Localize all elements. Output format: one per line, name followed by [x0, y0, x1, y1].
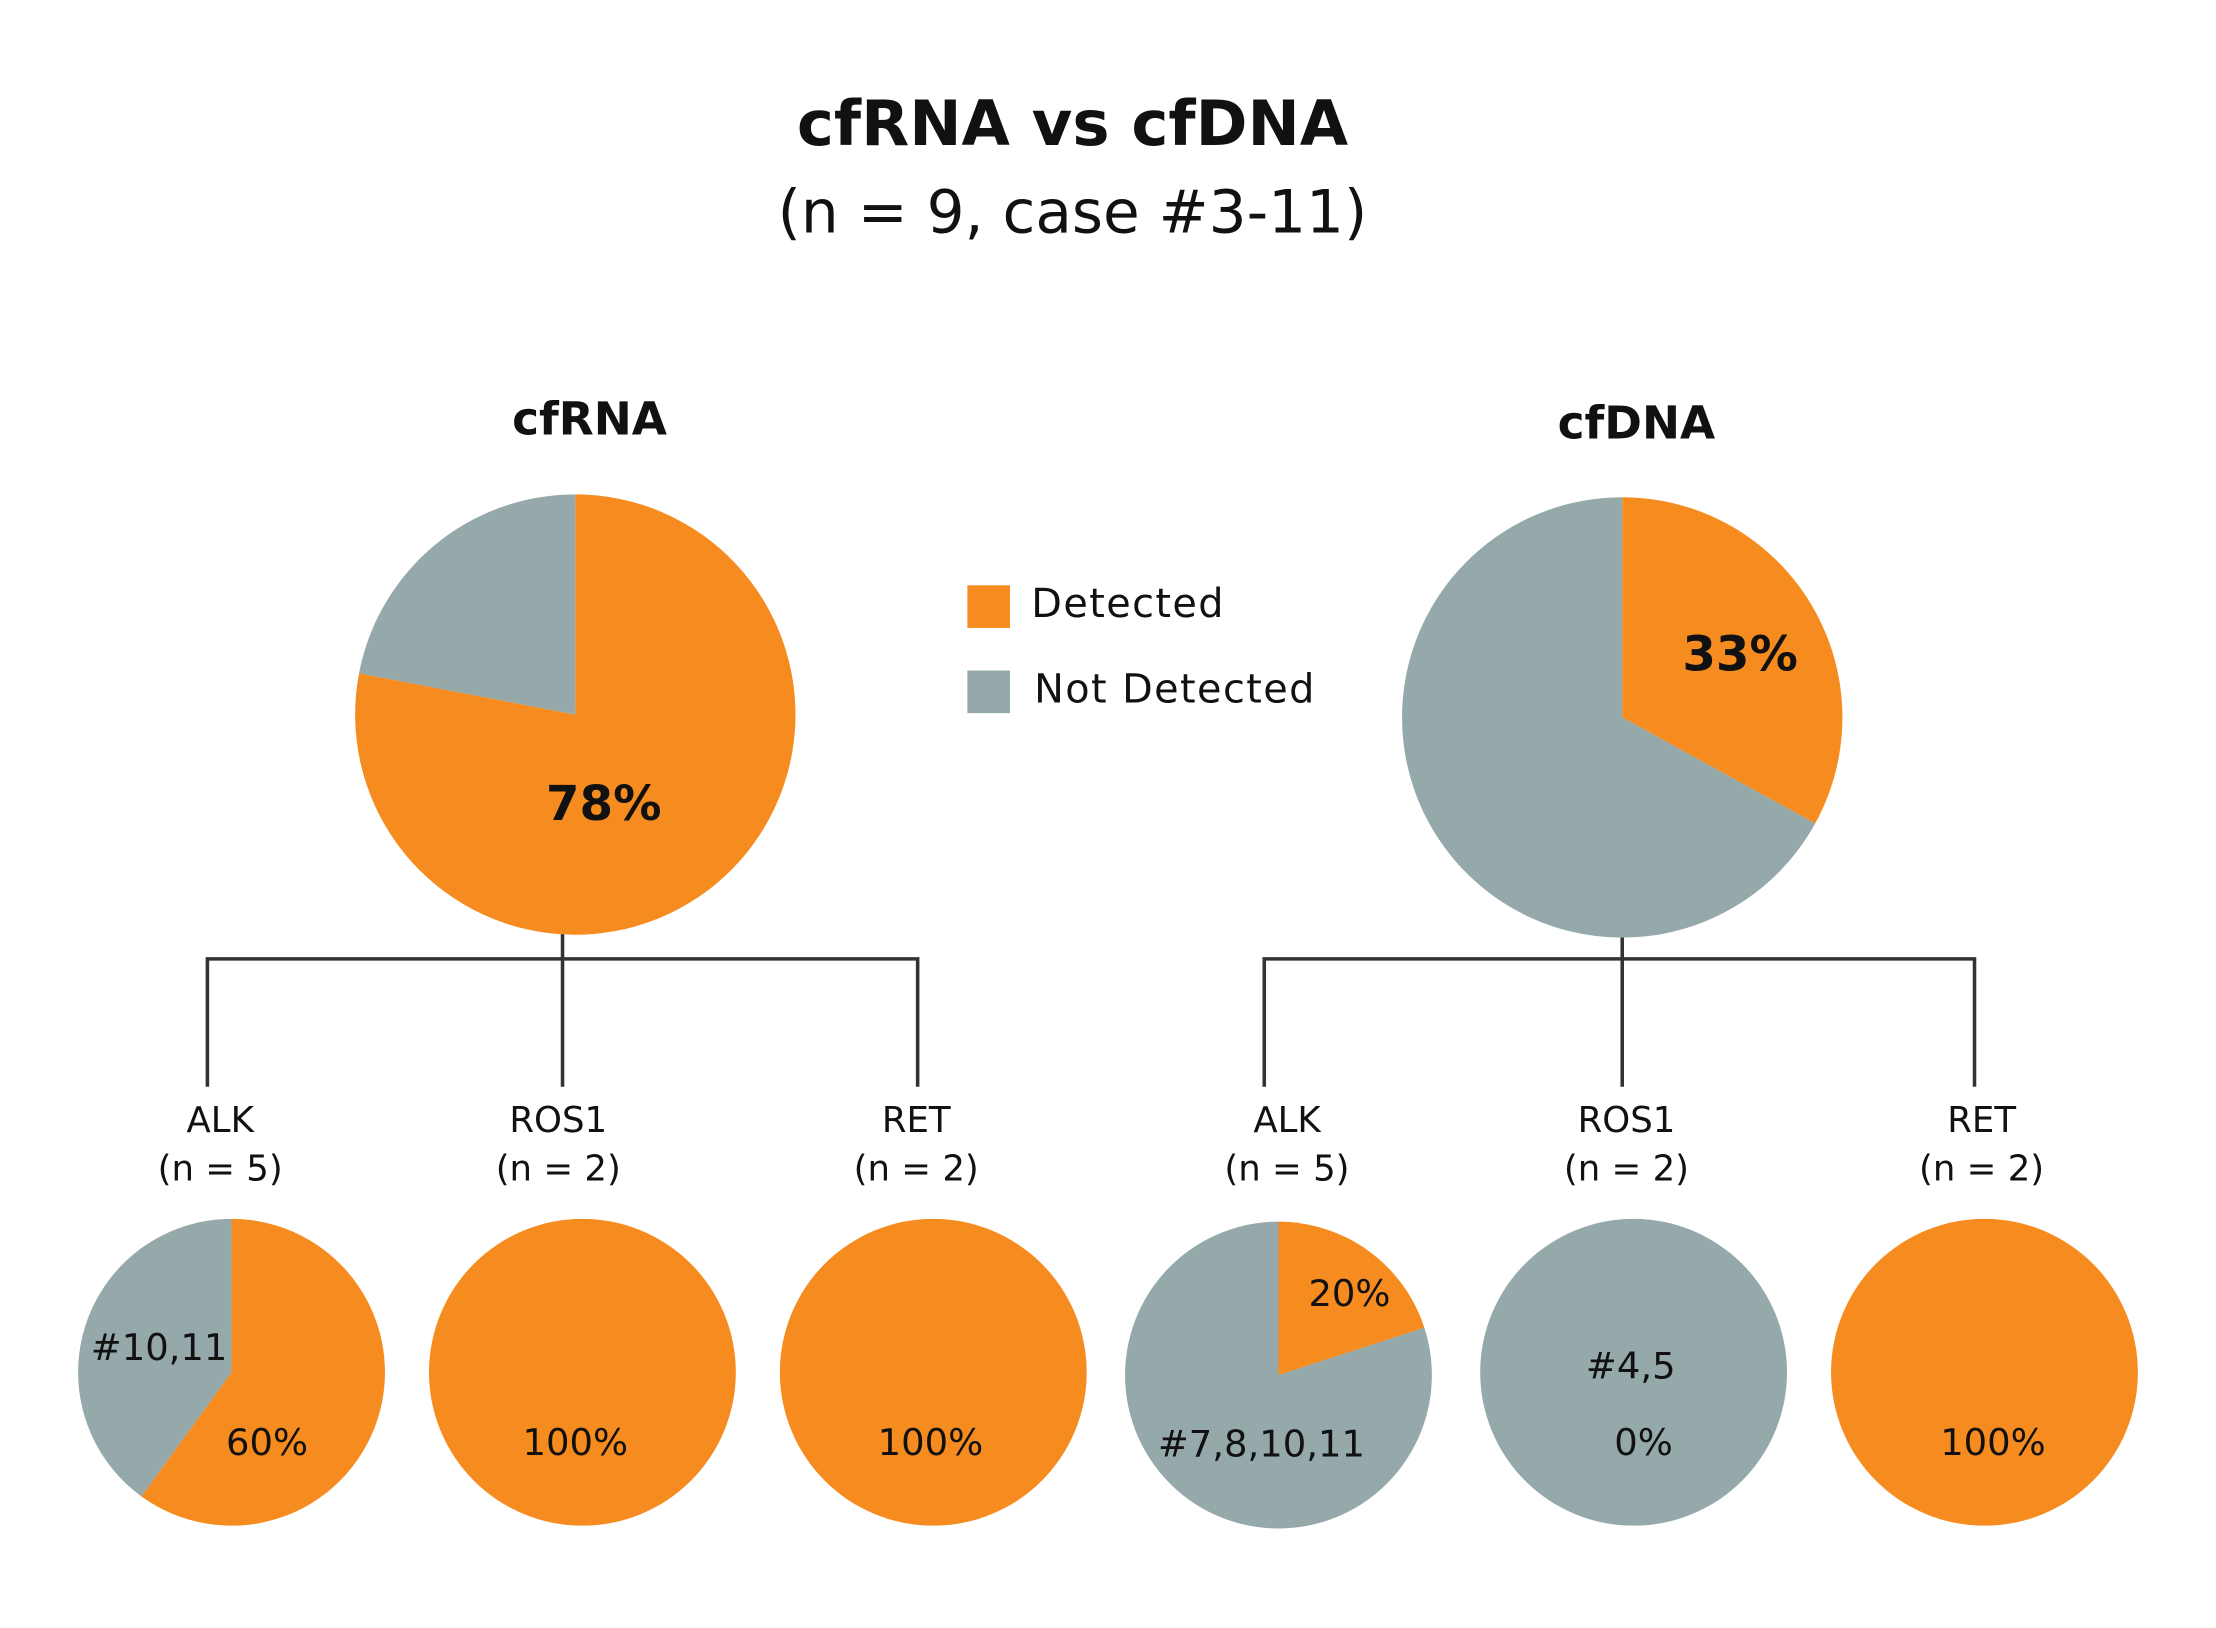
pie-slice — [1622, 497, 1843, 824]
pie-slice — [1125, 1221, 1432, 1529]
data-label: 100% — [878, 1421, 984, 1464]
subtitle: (n = 9, case #3-11) — [778, 179, 1368, 248]
pie-slice — [1402, 497, 1816, 938]
tree-lines — [205, 930, 1977, 1087]
pie-slice — [78, 1218, 232, 1497]
pie-subtitle: (n = 2) — [1564, 1149, 1689, 1190]
pie-slice — [355, 494, 796, 935]
legend-label: Not Detected — [1034, 666, 1316, 712]
pie-subtitle: (n = 2) — [1919, 1149, 2044, 1190]
pie-title: ALK — [187, 1100, 256, 1141]
pie-subtitle: (n = 2) — [854, 1149, 979, 1190]
pie-title: cfRNA — [512, 392, 667, 445]
tree-line — [1262, 933, 1977, 1087]
data-label: 100% — [523, 1421, 629, 1464]
data-label: 20% — [1308, 1272, 1390, 1315]
slice-note: #7,8,10,11 — [1158, 1423, 1365, 1466]
legend-swatch — [967, 585, 1010, 628]
pie-title: ROS1 — [1578, 1100, 1676, 1141]
pie-subtitle: (n = 5) — [1224, 1149, 1349, 1190]
pie-slice — [428, 1218, 736, 1526]
pie-subtitle: (n = 2) — [496, 1149, 621, 1190]
pie-slice — [1831, 1218, 2138, 1526]
data-label: 78% — [546, 776, 662, 832]
pie-slice — [141, 1218, 385, 1526]
pie-slice — [1278, 1221, 1425, 1376]
data-label: 0% — [1614, 1421, 1673, 1464]
tree-line — [205, 930, 920, 1087]
data-label: 60% — [226, 1421, 308, 1464]
legend-label: Detected — [1031, 581, 1225, 627]
pie-slice — [779, 1218, 1087, 1526]
pie-title: cfDNA — [1558, 397, 1716, 450]
slice-note: #4,5 — [1586, 1345, 1676, 1388]
slice-note: #10,11 — [91, 1326, 228, 1369]
pie-slice — [359, 494, 576, 715]
pie-title: ROS1 — [509, 1100, 607, 1141]
data-label: 33% — [1682, 627, 1798, 683]
data-label: 100% — [1940, 1421, 2046, 1464]
pie-title: RET — [882, 1100, 951, 1141]
pie-subtitle: (n = 5) — [158, 1149, 283, 1190]
legend-swatch — [967, 670, 1010, 714]
pie-slice — [1480, 1218, 1788, 1526]
title: cfRNA vs cfDNA — [797, 87, 1349, 160]
pie-title: ALK — [1253, 1100, 1322, 1141]
pie-title: RET — [1947, 1100, 2016, 1141]
